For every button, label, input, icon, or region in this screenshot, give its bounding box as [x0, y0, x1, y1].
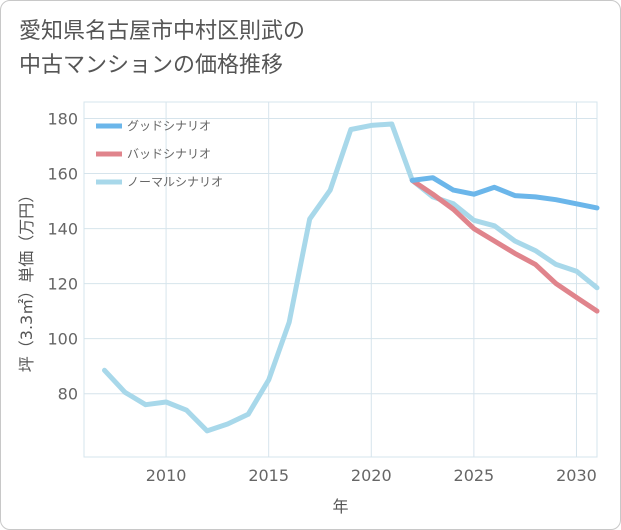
axis-labels: 年 坪（3.3㎡）単価（万円）: [17, 187, 349, 516]
x-tick-label: 2025: [454, 466, 495, 485]
legend-label-2: ノーマルシナリオ: [127, 175, 223, 189]
y-tick-label: 180: [47, 110, 78, 129]
y-tick-label: 140: [47, 220, 78, 239]
x-tick-label: 2015: [248, 466, 289, 485]
legend-label-0: グッドシナリオ: [127, 119, 211, 133]
title-line-1: 愛知県名古屋市中村区則武の: [19, 19, 306, 44]
y-tick-label: 160: [47, 165, 78, 184]
plot-frame: [83, 101, 598, 458]
x-tick-label: 2030: [556, 466, 597, 485]
y-tick-label: 80: [58, 385, 78, 404]
legend-label-1: バッドシナリオ: [127, 147, 211, 161]
chart-title: 愛知県名古屋市中村区則武の 中古マンションの価格推移: [19, 15, 579, 83]
axes: 2010 2015 2020 2025 2030 80 100 120 140 160 180: [47, 110, 596, 485]
x-tick-label: 2020: [351, 466, 392, 485]
series-line-0: [409, 175, 600, 211]
series-line-1: [409, 177, 600, 314]
series-lines: [102, 121, 600, 434]
y-tick-label: 120: [47, 275, 78, 294]
x-tick-label: 2010: [146, 466, 187, 485]
y-axis-label: 坪（3.3㎡）単価（万円）: [17, 187, 36, 372]
x-axis-label: 年: [332, 497, 348, 516]
title-line-2: 中古マンションの価格推移: [19, 53, 284, 78]
y-tick-label: 100: [47, 330, 78, 349]
series-line-2: [102, 121, 600, 434]
grid: [83, 101, 598, 458]
